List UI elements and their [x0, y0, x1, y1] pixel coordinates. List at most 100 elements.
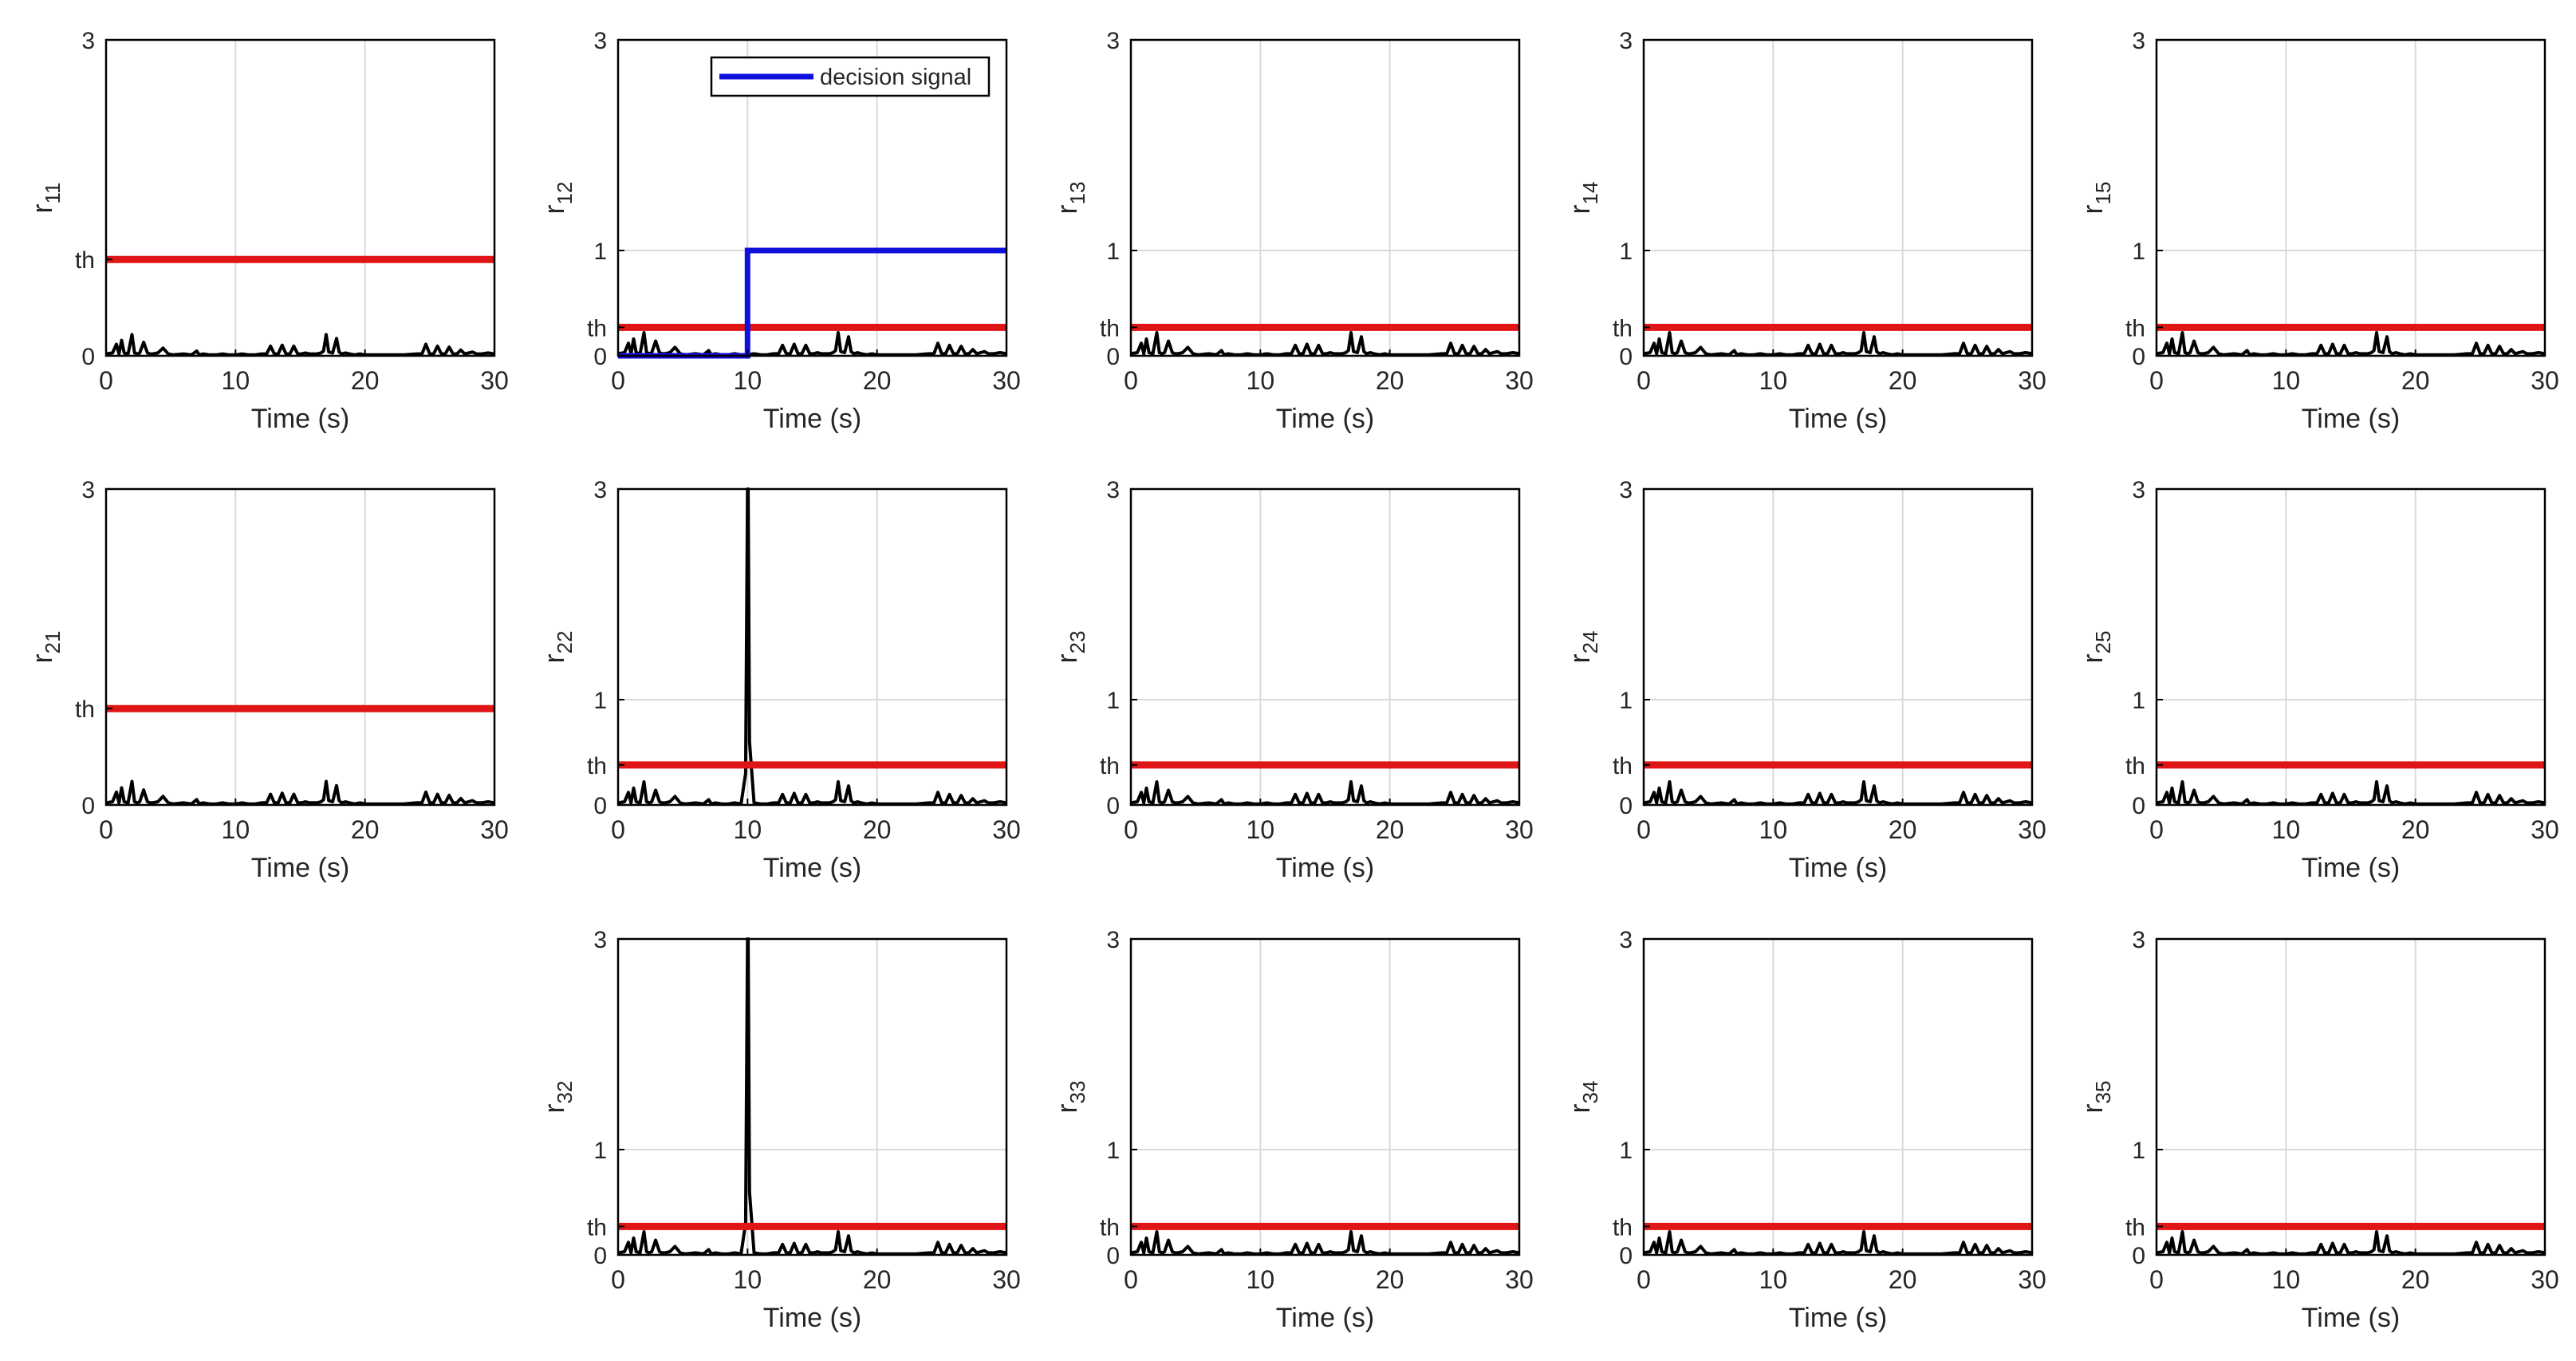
x-tick-label: 20 [1889, 366, 1917, 395]
y-axis-label-sub: 13 [1065, 182, 1089, 205]
y-tick-label: 3 [593, 927, 607, 953]
x-tick-label: 30 [992, 815, 1021, 844]
plot-area [1644, 489, 2032, 805]
x-tick-label: 10 [222, 815, 250, 844]
x-tick-label: 10 [2272, 815, 2301, 844]
axes-frame [1642, 937, 2034, 1256]
x-tick-label: 30 [2018, 815, 2046, 844]
y-axis-label-main: r [1050, 204, 1083, 214]
x-axis-label: Time (s) [763, 853, 861, 883]
x-axis-label: Time (s) [1276, 1303, 1374, 1333]
x-tick-label: 10 [2272, 366, 2301, 395]
plot-area [106, 489, 494, 805]
subplot-r11: 0 10 20 30 0 th 3 Time (s) r11 [26, 28, 509, 434]
y-tick-label: 1 [2132, 688, 2145, 714]
axes-frame [1129, 487, 1521, 807]
x-axis-label: Time (s) [1789, 404, 1887, 434]
y-tick-label: 3 [2132, 477, 2145, 503]
x-tick-label: 20 [1376, 1265, 1404, 1294]
x-tick-label: 20 [1889, 815, 1917, 844]
x-axis-label: Time (s) [251, 404, 349, 434]
y-tick-label: th [75, 247, 95, 274]
x-tick-label: 20 [1889, 1265, 1917, 1294]
axes-frame [1129, 937, 1521, 1256]
residual-line [105, 333, 495, 357]
y-tick-label: th [1100, 753, 1120, 779]
y-tick-label: 3 [81, 28, 95, 54]
y-tick-label: 1 [1619, 239, 1633, 265]
y-tick-label: 0 [1106, 793, 1120, 819]
x-tick-label: 30 [1505, 366, 1534, 395]
y-axis-label: r23 [1050, 631, 1089, 664]
y-tick-label: 0 [1106, 1243, 1120, 1269]
residual-line [1130, 780, 1520, 806]
x-tick-label: 0 [99, 366, 113, 395]
residual-line [2156, 1230, 2546, 1256]
x-tick-label: 20 [863, 1265, 892, 1294]
y-axis-label-main: r [26, 204, 58, 214]
y-tick-label: th [2125, 315, 2145, 341]
y-tick-label: th [75, 696, 95, 723]
y-axis-label: r15 [2076, 182, 2115, 215]
x-tick-label: 0 [611, 366, 625, 395]
y-axis-label-sub: 12 [553, 182, 577, 205]
y-axis-label-sub: 35 [2091, 1081, 2115, 1104]
x-axis-label: Time (s) [2302, 853, 2400, 883]
x-tick-label: 0 [1637, 366, 1651, 395]
y-axis-label-main: r [538, 653, 570, 663]
plot-area [2157, 489, 2545, 805]
x-tick-label: 0 [611, 815, 625, 844]
y-tick-label: th [587, 1214, 607, 1241]
y-tick-label: th [2125, 753, 2145, 779]
y-axis-label: r21 [26, 631, 65, 664]
y-axis-label-sub: 34 [1578, 1081, 1602, 1104]
x-tick-label: 10 [1247, 1265, 1275, 1294]
plot-area [1644, 40, 2032, 356]
y-axis-label-main: r [1050, 653, 1083, 663]
x-tick-label: 30 [2531, 366, 2559, 395]
plot-area [1131, 489, 1519, 805]
x-tick-label: 10 [734, 1265, 762, 1294]
y-axis-label: r24 [1563, 631, 1602, 664]
y-tick-label: 1 [2132, 1138, 2145, 1164]
x-tick-label: 30 [2531, 815, 2559, 844]
x-axis-label: Time (s) [251, 853, 349, 883]
subplot-r24: 0 10 20 30 0 th 1 3 Time (s) r24 [1563, 477, 2046, 883]
subplot-r22: 0 10 20 30 0 th 1 3 Time (s) r22 [538, 477, 1021, 883]
y-tick-label: th [1100, 1214, 1120, 1241]
y-tick-label: th [1613, 1214, 1633, 1241]
x-tick-label: 0 [99, 815, 113, 844]
y-tick-label: 0 [1106, 344, 1120, 370]
x-tick-label: 20 [351, 815, 380, 844]
residual-line [1643, 1230, 2033, 1256]
y-axis-label: r13 [1050, 182, 1089, 215]
y-tick-label: 0 [593, 793, 607, 819]
x-tick-label: 0 [2149, 1265, 2164, 1294]
x-axis-label: Time (s) [1789, 853, 1887, 883]
y-tick-label: 1 [593, 1138, 607, 1164]
y-tick-label: 3 [1106, 927, 1120, 953]
plot-area [618, 489, 1006, 805]
x-tick-label: 20 [2401, 1265, 2430, 1294]
y-axis-label-sub: 32 [553, 1081, 577, 1104]
y-axis-label-main: r [1050, 1103, 1083, 1113]
y-tick-label: 1 [1619, 688, 1633, 714]
y-axis-label: r12 [538, 182, 577, 215]
y-axis-label-main: r [2076, 204, 2109, 214]
plot-area [1131, 939, 1519, 1255]
y-axis-label-main: r [2076, 1103, 2109, 1113]
y-axis-label-sub: 25 [2091, 631, 2115, 654]
x-tick-label: 20 [1376, 815, 1404, 844]
y-tick-label: 0 [593, 344, 607, 370]
y-tick-label: th [587, 315, 607, 341]
subplot-r25: 0 10 20 30 0 th 1 3 Time (s) r25 [2076, 477, 2559, 883]
y-tick-label: 3 [1619, 477, 1633, 503]
x-axis-label: Time (s) [763, 404, 861, 434]
x-tick-label: 0 [1637, 1265, 1651, 1294]
x-axis-label: Time (s) [1789, 1303, 1887, 1333]
x-tick-label: 30 [2531, 1265, 2559, 1294]
y-tick-label: 1 [2132, 239, 2145, 265]
residual-line [105, 779, 495, 806]
